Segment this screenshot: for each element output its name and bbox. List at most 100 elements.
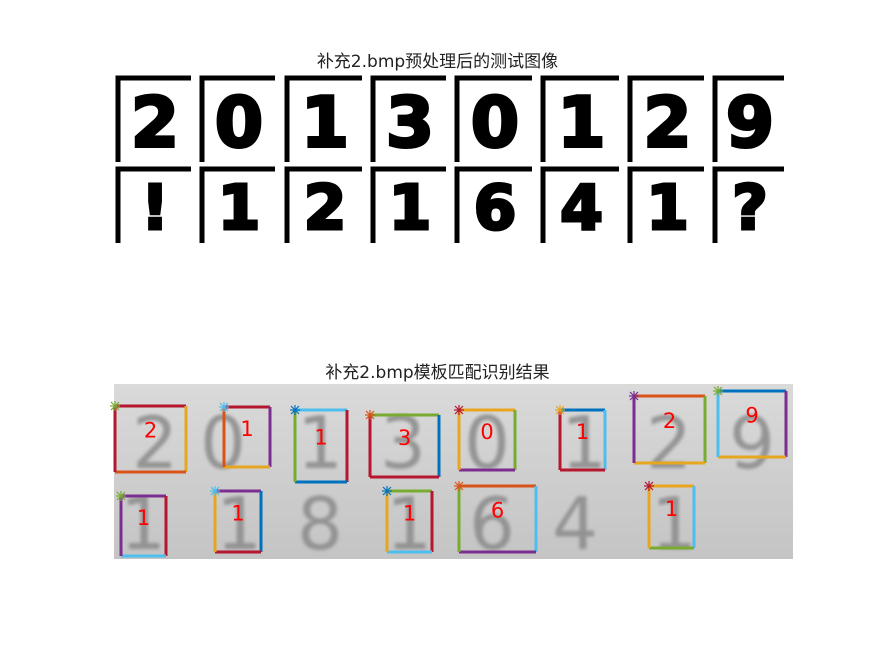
binary-image-panel: 2 0 1 3 0 1 2 9! 1 2 1 6 4 1? xyxy=(115,75,788,246)
match-box: 3 xyxy=(365,410,441,479)
match-box: 9 xyxy=(713,386,788,459)
binary-digit-cell: 1 xyxy=(540,75,619,165)
corner-marker xyxy=(644,481,654,491)
recognized-label: 6 xyxy=(491,499,504,523)
binary-digit-glyph: 1 xyxy=(557,82,605,163)
corner-marker xyxy=(454,481,464,491)
recognized-label: 1 xyxy=(576,420,589,444)
photo-background xyxy=(114,384,793,559)
binary-digit-cell: 1 xyxy=(627,166,704,246)
binary-digit-cell: 0 xyxy=(199,75,275,165)
recognized-label: 1 xyxy=(403,501,416,525)
recognized-label: 2 xyxy=(144,419,157,443)
binary-digit-glyph: 4 xyxy=(560,172,603,244)
recognized-label: 1 xyxy=(231,501,244,525)
photo-digit: 2 xyxy=(646,401,692,485)
cell-frame xyxy=(454,166,532,243)
recognized-label: 2 xyxy=(663,409,676,433)
match-box: 1 xyxy=(290,405,349,484)
cell-frame xyxy=(284,166,362,243)
cell-frame xyxy=(370,166,446,243)
photo-digit: 1 xyxy=(651,482,697,566)
cell-frame xyxy=(284,75,362,162)
binary-digit-glyph: 9 xyxy=(726,82,774,163)
cell-frame xyxy=(115,75,191,162)
match-box: 2 xyxy=(110,401,188,474)
match-box: 2 xyxy=(629,391,707,465)
corner-marker xyxy=(382,486,392,496)
corner-marker xyxy=(454,405,464,415)
match-box: 6 xyxy=(454,481,538,554)
binary-digit-cell: 3 xyxy=(370,75,446,165)
match-box: 1 xyxy=(116,491,168,558)
binary-digit-glyph: 2 xyxy=(131,82,179,163)
binary-digit-glyph: 1 xyxy=(218,172,261,244)
recognized-label: 0 xyxy=(480,420,493,444)
recognized-label: 9 xyxy=(745,404,758,428)
recognized-label: 3 xyxy=(398,426,411,450)
cell-frame xyxy=(199,166,275,243)
match-box: 1 xyxy=(210,486,263,554)
photo-panel: 2 0 1 3 0 1 2 91 1 8 1 6 4 12 1 1 3 0 1 2 91 1 1 6 1 xyxy=(110,384,793,566)
cell-frame xyxy=(540,75,619,162)
cell-frame xyxy=(712,75,784,162)
binary-digit-glyph: 0 xyxy=(215,82,263,163)
match-box: 0 xyxy=(454,405,517,472)
corner-marker xyxy=(555,405,565,415)
binary-digit-cell: 1 xyxy=(284,75,362,165)
match-box: 1 xyxy=(555,405,607,472)
recognized-label: 1 xyxy=(240,417,253,441)
recognized-label: 1 xyxy=(314,426,327,450)
bottom-panel-title: 补充2.bmp模板匹配识别结果 xyxy=(325,363,550,383)
binary-digit-glyph: 2 xyxy=(304,172,347,244)
binary-digit-glyph: 1 xyxy=(389,172,432,244)
photo-digit: 1 xyxy=(297,401,343,485)
binary-digit-cell: 1 xyxy=(370,166,446,246)
binary-background xyxy=(115,75,788,243)
binary-digit-cell: 2 xyxy=(627,75,704,165)
photo-digit: 9 xyxy=(729,401,775,485)
cell-frame xyxy=(540,166,619,243)
cell-frame xyxy=(115,166,191,243)
binary-digit-cell: 6 xyxy=(454,166,532,246)
corner-marker xyxy=(713,386,723,396)
binary-digit-glyph: 0 xyxy=(471,82,519,163)
corner-marker xyxy=(290,405,300,415)
corner-marker xyxy=(210,486,220,496)
cell-frame xyxy=(199,75,275,162)
cell-frame xyxy=(627,75,704,162)
binary-digit-cell: 1 xyxy=(199,166,275,246)
corner-marker xyxy=(365,410,375,420)
match-box: 1 xyxy=(219,402,272,469)
corner-marker xyxy=(116,491,126,501)
binary-digit-cell: 4 xyxy=(540,166,619,246)
binary-digit-cell: ? xyxy=(712,166,784,246)
photo-digit: 4 xyxy=(552,482,598,566)
cell-frame xyxy=(712,166,784,243)
corner-marker xyxy=(110,401,120,411)
top-panel-title: 补充2.bmp预处理后的测试图像 xyxy=(316,52,559,72)
binary-digit-cell: 9 xyxy=(712,75,784,165)
binary-digit-cell: 2 xyxy=(115,75,191,165)
photo-digit: 8 xyxy=(297,482,343,566)
match-box: 1 xyxy=(644,481,696,550)
match-box: 1 xyxy=(382,486,434,554)
binary-digit-glyph: ! xyxy=(141,172,169,244)
binary-digit-cell: 2 xyxy=(284,166,362,246)
binary-digit-cell: 0 xyxy=(454,75,532,165)
cell-frame xyxy=(627,166,704,243)
corner-marker xyxy=(629,391,639,401)
binary-digit-glyph: 1 xyxy=(646,172,689,244)
recognized-label: 1 xyxy=(137,506,150,530)
cell-frame xyxy=(370,75,446,162)
binary-digit-glyph: 6 xyxy=(474,172,517,244)
binary-digit-glyph: 3 xyxy=(386,82,434,163)
corner-marker xyxy=(219,402,229,412)
binary-digit-glyph: 2 xyxy=(643,82,691,163)
binary-digit-glyph: ? xyxy=(732,172,768,244)
cell-frame xyxy=(454,75,532,162)
binary-digit-glyph: 1 xyxy=(301,82,349,163)
recognized-label: 1 xyxy=(665,497,678,521)
binary-digit-cell: ! xyxy=(115,166,191,246)
